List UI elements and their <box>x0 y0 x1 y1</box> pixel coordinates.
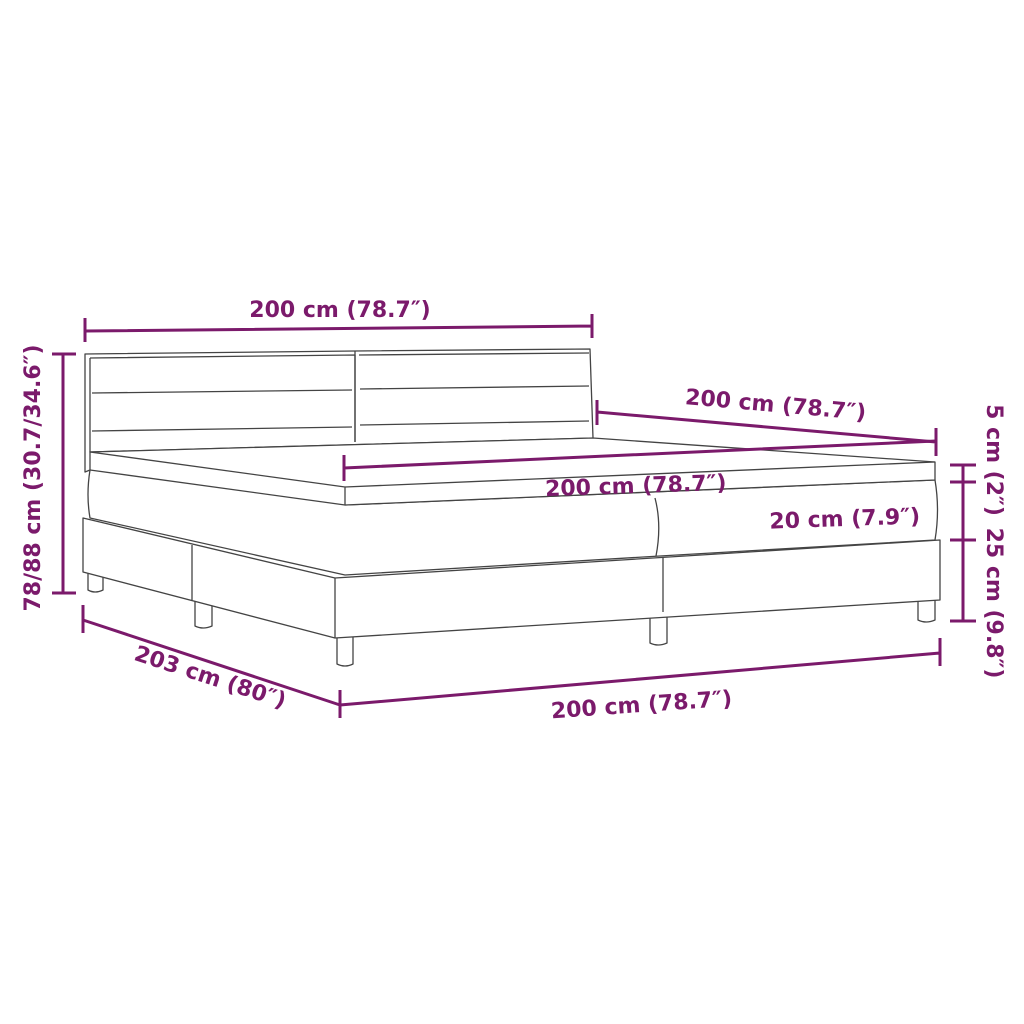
total-height-label: 78/88 cm (30.7/34.6″) <box>21 344 46 611</box>
mattress-thickness-label: 20 cm (7.9″) <box>769 504 921 534</box>
bed-width-label: 200 cm (78.7″) <box>550 687 733 725</box>
headboard-width-label: 200 cm (78.7″) <box>249 298 430 323</box>
leg <box>336 634 354 667</box>
leg <box>649 609 668 646</box>
mattress <box>87 469 939 576</box>
base-height-label: 25 cm (9.8″) <box>981 528 1006 679</box>
topper-thickness-label: 5 cm (2″) <box>981 404 1006 516</box>
leg <box>917 597 936 623</box>
bed-illustration <box>82 348 941 667</box>
bed-length-label: 203 cm (80″) <box>131 642 289 715</box>
dimension-lines <box>52 314 976 718</box>
topper-length-label: 200 cm (78.7″) <box>684 385 867 426</box>
